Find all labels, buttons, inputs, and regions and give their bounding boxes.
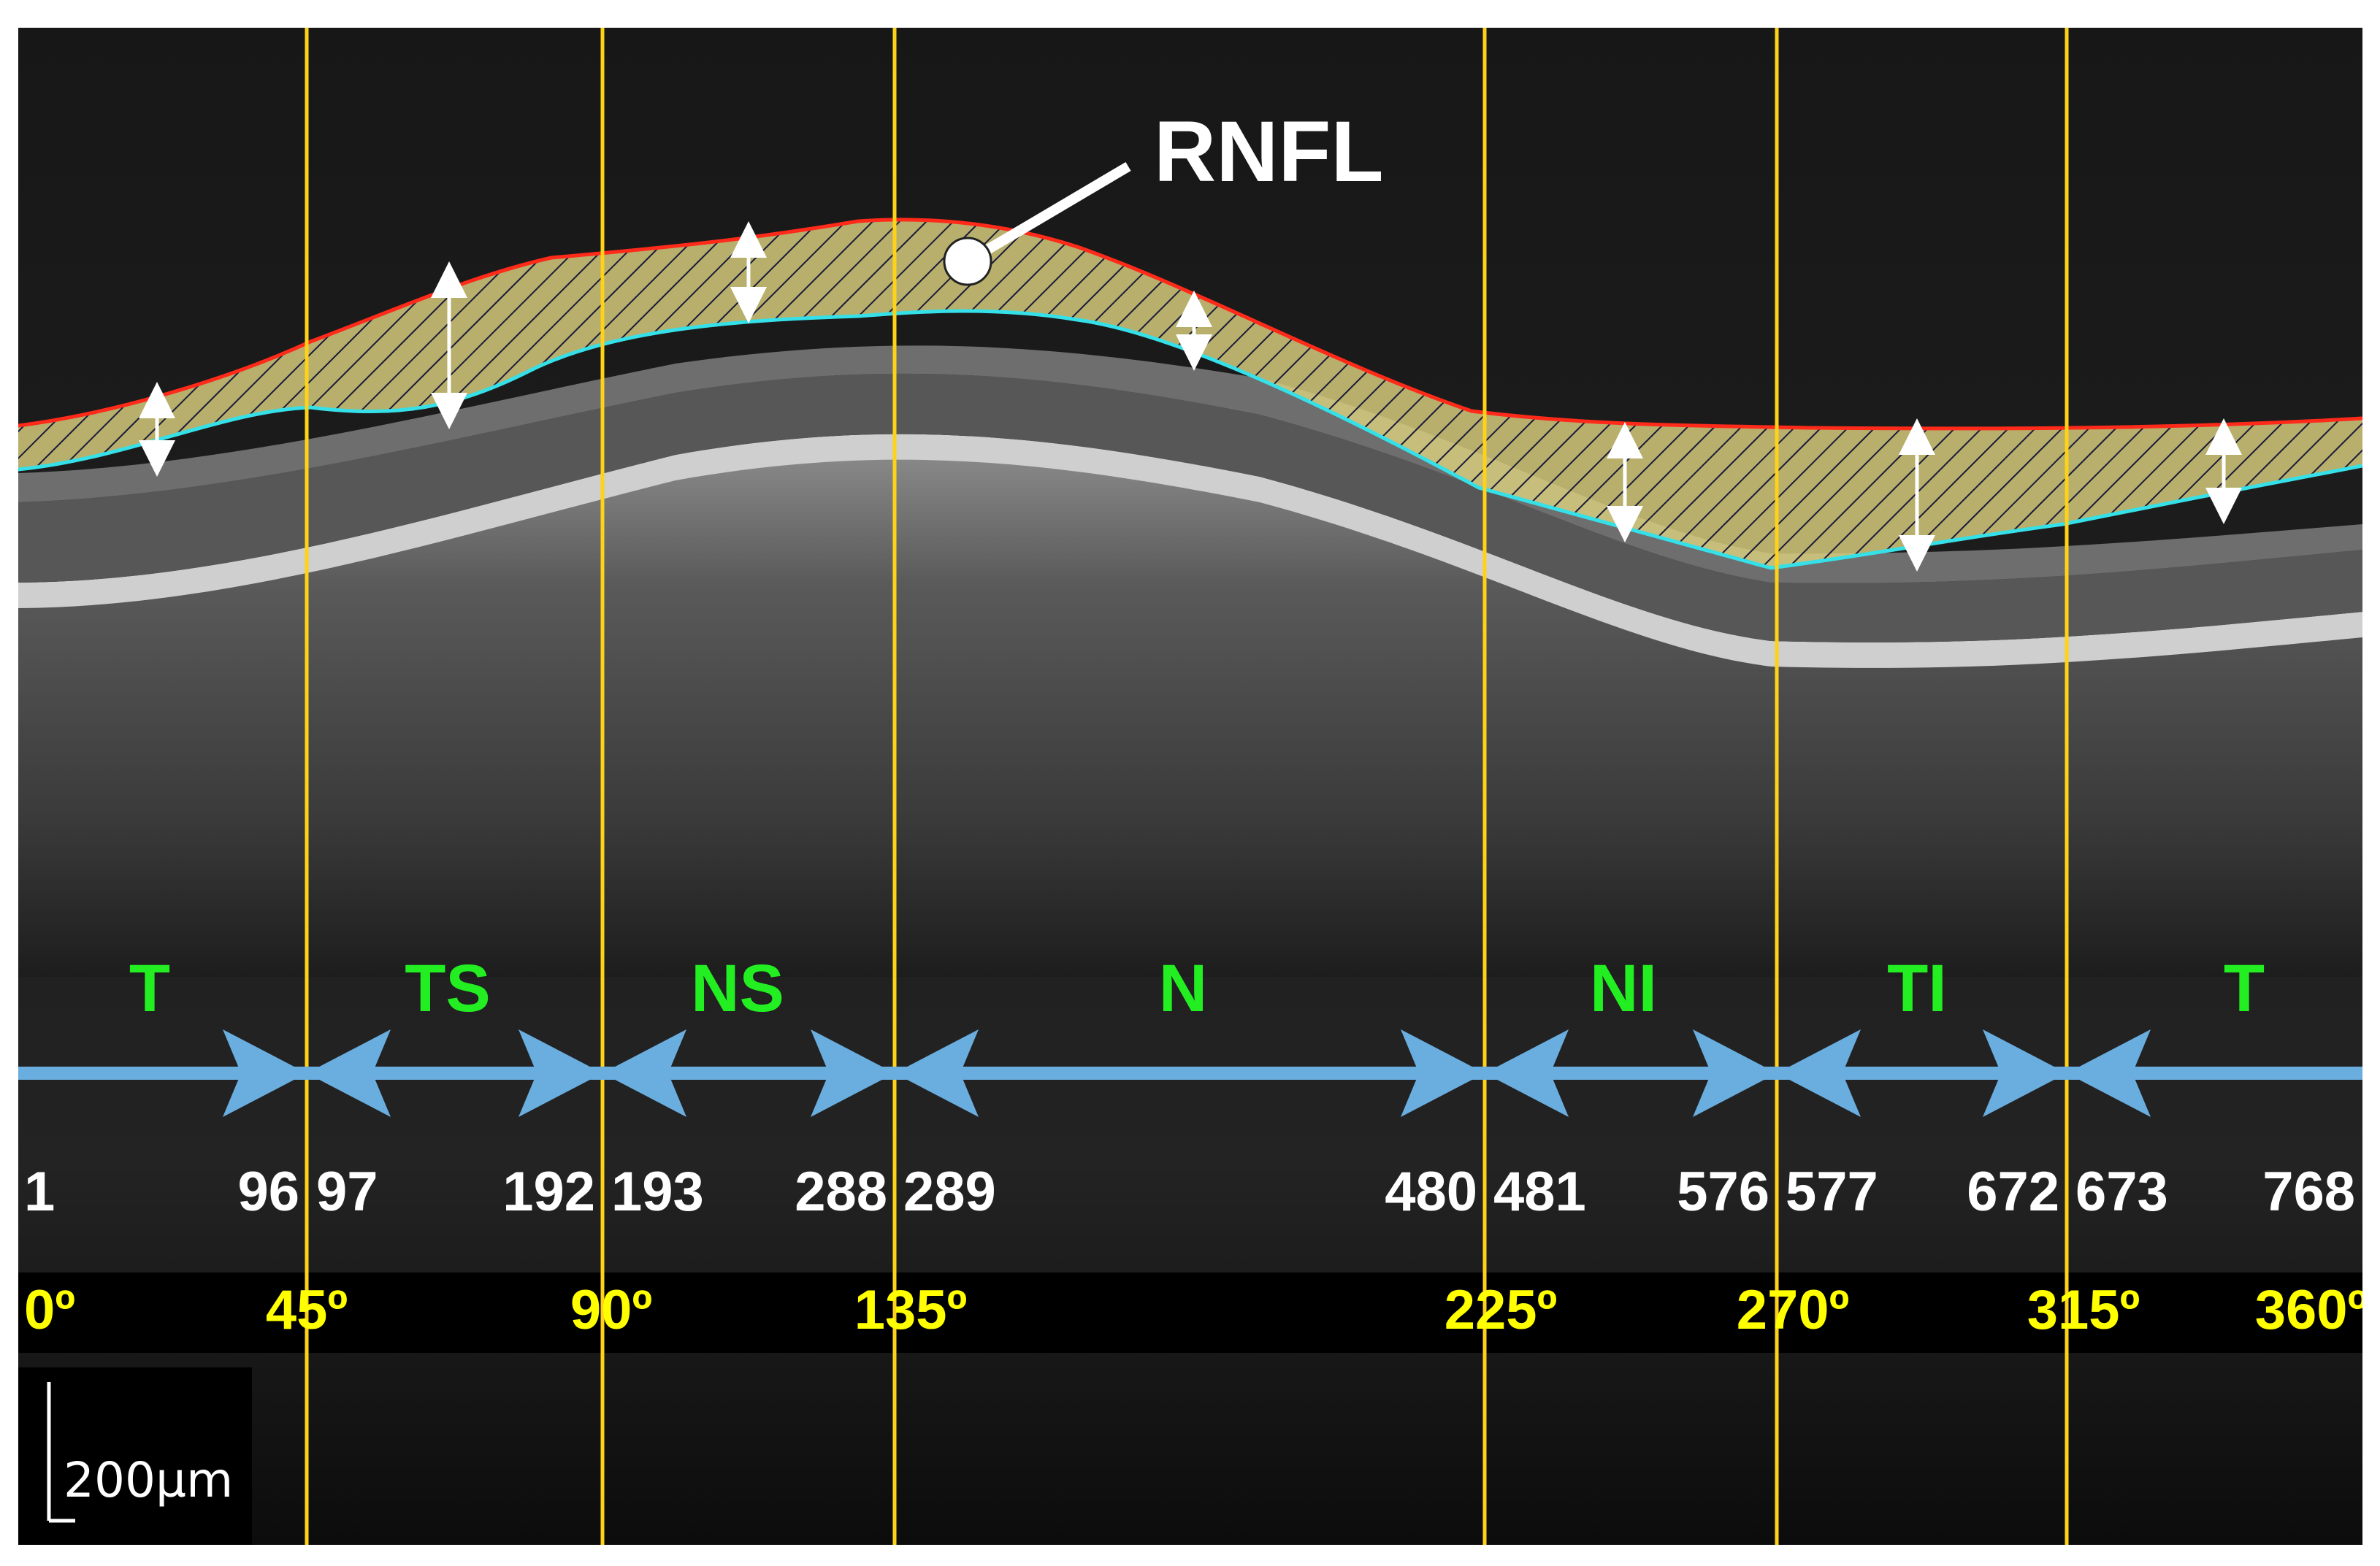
rnfl-label: RNFL [1154,104,1384,200]
arrowhead-left-2 [602,1029,686,1117]
angle-band [18,1273,2362,1353]
angle-label: 270º [1737,1279,1850,1341]
sector-label-ti: TI [1887,951,1947,1026]
sector-boundaries [305,28,2069,1545]
sector-label-t-right: T [2224,951,2265,1026]
ascan-number: 672 [1967,1161,2059,1223]
rnfl-callout-dot [943,237,992,286]
ascan-number: 673 [2075,1161,2168,1223]
arrowhead-left-3 [895,1029,979,1117]
angle-label: 90º [570,1279,652,1341]
angle-label: 360º [2255,1279,2362,1341]
sector-label-ns: NS [691,951,784,1026]
ascan-number: 576 [1677,1161,1769,1223]
ascan-number: 768 [2262,1161,2355,1223]
ascan-number: 96 [237,1161,299,1223]
ascan-number: 97 [316,1161,378,1223]
rnfl-bottom-boundary [18,309,2362,570]
ascan-number: 1 [24,1161,55,1223]
sector-label-n: N [1159,951,1207,1026]
sector-arrowheads [223,1029,2151,1117]
ascan-number: 193 [611,1161,704,1223]
ascan-number: 481 [1493,1161,1586,1223]
arrowhead-left-6 [2067,1029,2151,1117]
arrowhead-right-6 [1983,1029,2067,1117]
angle-label: 135º [854,1279,968,1341]
sector-label-t-left: T [129,951,170,1026]
arrowhead-right-3 [811,1029,895,1117]
arrowhead-right-1 [223,1029,307,1117]
thickness-arrows [139,221,2242,572]
arrowhead-right-4 [1401,1029,1485,1117]
ascan-number: 480 [1385,1161,1477,1223]
scale-bar: 200µm [47,1382,233,1523]
arrowhead-right-2 [519,1029,602,1117]
angle-label: 225º [1445,1279,1558,1341]
arrowhead-left-5 [1777,1029,1861,1117]
scale-bar-label: 200µm [64,1452,233,1508]
ascan-number: 288 [795,1161,887,1223]
arrowhead-left-1 [307,1029,391,1117]
ascan-number: 577 [1786,1161,1878,1223]
rnfl-top-boundary [18,218,2362,431]
sector-label-ts: TS [405,951,491,1026]
angle-label: 315º [2027,1279,2140,1341]
arrowhead-right-5 [1693,1029,1777,1117]
scale-bar-box [18,1367,252,1545]
arrowhead-left-4 [1485,1029,1569,1117]
angle-label: 45º [266,1279,348,1341]
ascan-number: 289 [903,1161,996,1223]
sector-label-ni: NI [1590,951,1657,1026]
rnfl-callout-line [965,161,1131,266]
oct-scan-image: RNFL T TS NS N NI TI T 1 96 97 192 [18,28,2362,1545]
ascan-number: 192 [502,1161,595,1223]
rnfl-callout: RNFL [943,104,1384,286]
angle-label: 0º [24,1279,75,1341]
